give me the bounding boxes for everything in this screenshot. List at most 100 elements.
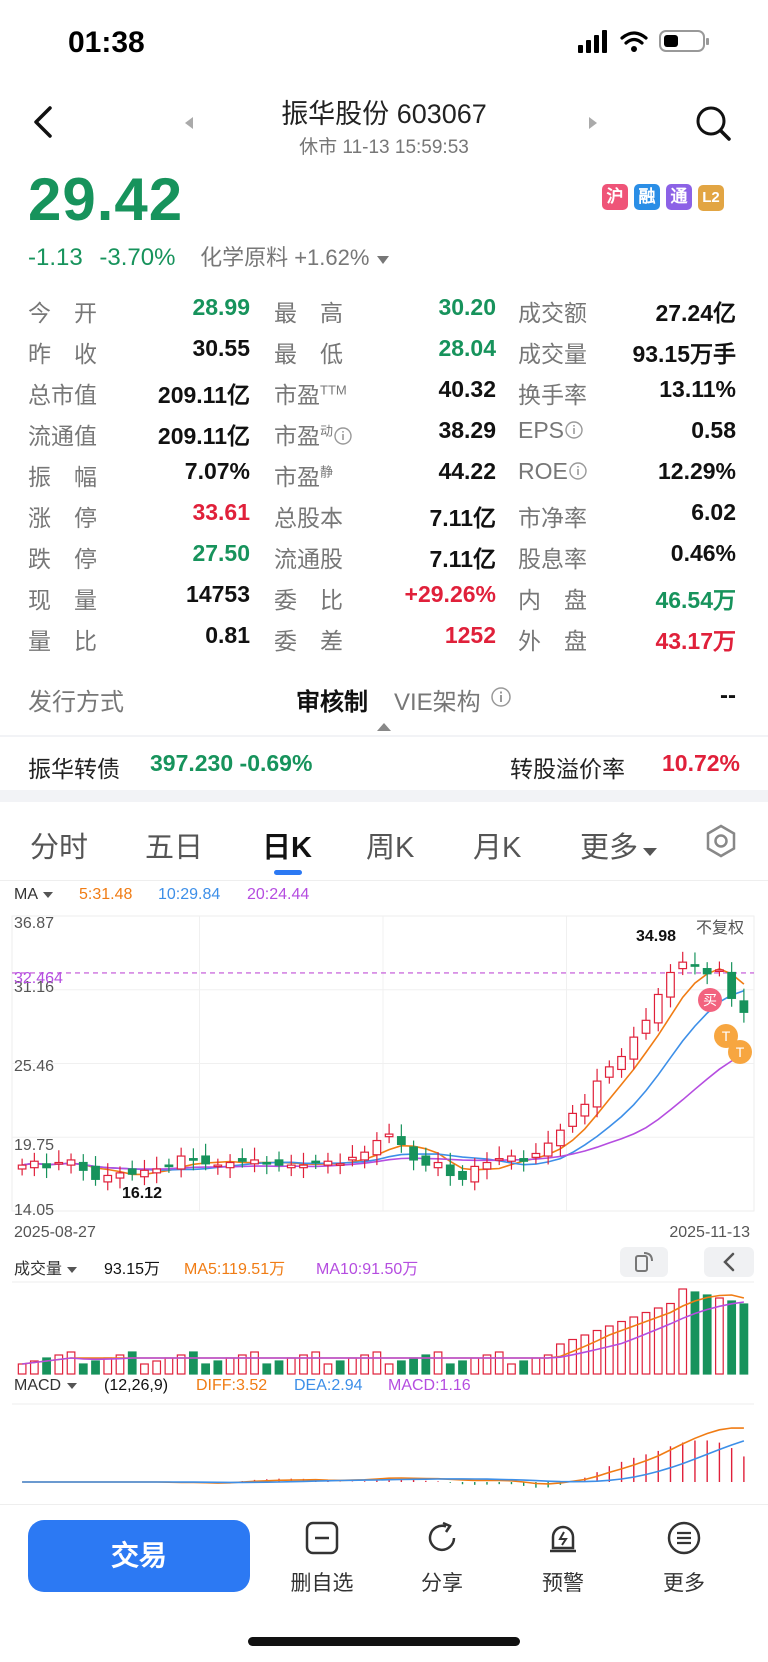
- trade-button[interactable]: 交易: [28, 1520, 250, 1592]
- macd-chart[interactable]: [0, 1398, 768, 1498]
- start-date: 2025-08-27: [14, 1224, 96, 1241]
- candle-body: [519, 1158, 529, 1162]
- prev-stock-icon[interactable]: [184, 116, 194, 130]
- volume-bar: [470, 1357, 480, 1375]
- sector-change[interactable]: 化学原料 +1.62%: [200, 245, 370, 270]
- t-marker-2[interactable]: T: [728, 1040, 752, 1064]
- ma-selector[interactable]: MA: [14, 886, 54, 904]
- stat-label: 涨 停: [28, 505, 97, 531]
- volume-bar: [286, 1357, 296, 1375]
- volume-ma5: MA5:119.51万: [184, 1261, 286, 1278]
- settings-icon[interactable]: [703, 823, 739, 859]
- tab-more[interactable]: 更多: [580, 824, 658, 866]
- stat-label: 今 开: [28, 300, 97, 326]
- stat-label: 成交额: [518, 300, 587, 326]
- stat-value: 28.99: [192, 294, 250, 320]
- candle-body: [237, 1158, 247, 1162]
- buy-marker[interactable]: 买: [698, 988, 722, 1012]
- volume-chart[interactable]: [0, 1276, 768, 1376]
- ma20-value: 20:24.44: [247, 886, 310, 903]
- tab-weekly-k[interactable]: 周K: [366, 832, 415, 864]
- margin-badge: 融: [634, 184, 660, 210]
- info-icon[interactable]: [564, 420, 584, 440]
- candle-body: [54, 1161, 64, 1165]
- macd-selector[interactable]: MACD: [14, 1377, 78, 1395]
- stat-value: +29.26%: [404, 581, 496, 607]
- chevron-left-icon: [723, 1252, 735, 1272]
- candle-body: [213, 1164, 223, 1168]
- alert-button[interactable]: 预警: [513, 1520, 613, 1597]
- candle-body: [568, 1112, 578, 1127]
- stat-label: 昨 收: [28, 341, 97, 367]
- low-marker-label: 16.12: [122, 1185, 163, 1202]
- volume-bar: [641, 1311, 651, 1375]
- volume-bar: [568, 1338, 578, 1375]
- stat-label: 委 比: [274, 587, 343, 613]
- volume-bar: [213, 1360, 223, 1375]
- price-change-pct: -3.70%: [99, 244, 176, 271]
- volume-bar: [519, 1360, 529, 1375]
- tab-five-day[interactable]: 五日: [145, 832, 204, 864]
- stats-row: 涨 停 33.61 总股本 7.11亿 市净率 6.02: [0, 499, 768, 540]
- volume-bar: [555, 1343, 565, 1375]
- end-date: 2025-11-13: [669, 1224, 750, 1241]
- stats-row: 振 幅 7.07% 市盈静 44.22 ROE 12.29%: [0, 458, 768, 499]
- candle-body: [543, 1142, 553, 1157]
- change-line: -1.13 -3.70% 化学原料 +1.62%: [28, 240, 390, 272]
- kline-chart[interactable]: [0, 906, 768, 1226]
- minus-square-icon: [305, 1521, 339, 1555]
- more-label: 更多: [663, 1572, 705, 1595]
- remove-watchlist-button[interactable]: 删自选: [272, 1520, 372, 1597]
- collapse-icon[interactable]: [376, 722, 392, 732]
- volume-bar: [78, 1363, 88, 1375]
- stat-label-sup: 静: [320, 464, 334, 480]
- stat-value: 1252: [444, 622, 496, 648]
- wifi-icon: [620, 31, 648, 45]
- chevron-down-icon[interactable]: [376, 255, 390, 265]
- vie-value: --: [720, 682, 736, 709]
- volume-ma10-line: [22, 1301, 745, 1365]
- back-icon[interactable]: [30, 104, 56, 140]
- more-menu-icon: [667, 1521, 701, 1555]
- stat-value: 14753: [186, 581, 250, 607]
- info-icon[interactable]: [568, 461, 588, 481]
- volume-bar: [543, 1354, 553, 1375]
- tab-daily-k[interactable]: 日K: [262, 832, 312, 864]
- volume-bar: [250, 1351, 259, 1375]
- volume-bar: [115, 1354, 125, 1375]
- macd-dea: DEA:2.94: [294, 1377, 363, 1394]
- chevron-down-icon: [66, 1383, 77, 1389]
- tab-intraday[interactable]: 分时: [30, 832, 89, 864]
- bond-name[interactable]: 振华转债: [28, 756, 120, 782]
- candle-body: [188, 1158, 198, 1161]
- info-icon[interactable]: [333, 426, 353, 446]
- volume-bar: [409, 1357, 418, 1375]
- candle-body: [372, 1139, 382, 1156]
- next-stock-icon[interactable]: [588, 116, 598, 130]
- ma20-line: [21, 1053, 745, 1170]
- candle-body: [445, 1164, 455, 1177]
- share-button[interactable]: 分享: [392, 1520, 492, 1597]
- stat-label[interactable]: 市盈动: [274, 417, 353, 451]
- stat-value: 7.11亿: [429, 546, 497, 572]
- stat-label[interactable]: EPS: [518, 417, 584, 444]
- tab-monthly-k[interactable]: 月K: [473, 832, 522, 864]
- premium-value: 10.72%: [661, 750, 740, 776]
- rotate-button[interactable]: [620, 1247, 668, 1277]
- stat-label: 委 差: [274, 628, 343, 654]
- more-button[interactable]: 更多: [634, 1520, 734, 1597]
- expand-button[interactable]: [704, 1247, 754, 1277]
- candle-body: [458, 1170, 467, 1180]
- volume-bar: [372, 1351, 382, 1375]
- stat-label-sup: 动: [320, 423, 334, 439]
- search-icon[interactable]: [694, 104, 734, 144]
- candle-body: [201, 1155, 211, 1165]
- volume-bar: [433, 1351, 443, 1375]
- volume-selector[interactable]: 成交量: [14, 1255, 78, 1279]
- volume-bar: [103, 1357, 113, 1375]
- info-icon[interactable]: [490, 686, 512, 708]
- stat-label: 最 低: [274, 341, 343, 367]
- adjust-mode[interactable]: 不复权: [696, 920, 745, 937]
- stat-label[interactable]: ROE: [518, 458, 588, 485]
- candle-body: [617, 1055, 626, 1071]
